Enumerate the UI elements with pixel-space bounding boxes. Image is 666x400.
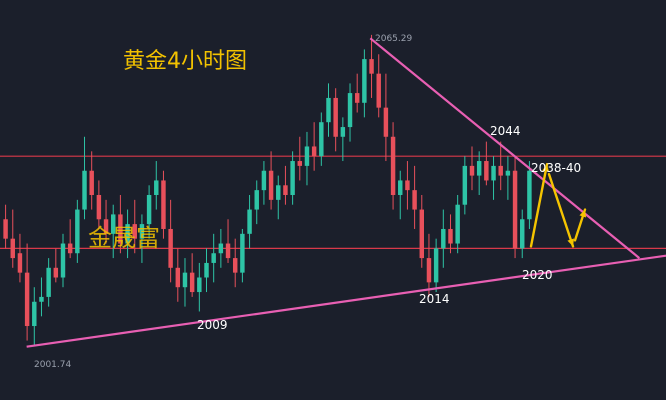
candle-body [118,214,123,244]
candle-body [232,258,238,273]
candle-body [110,214,116,234]
candle-body [125,224,130,244]
candle-body [390,136,396,195]
projection-arrows [529,162,587,248]
candle-body [46,267,51,297]
candle-body [433,248,439,283]
candle-body [448,228,453,244]
candles [3,34,532,346]
candle-body [254,190,259,210]
candle-body [60,243,66,278]
candle-body [218,243,224,254]
candle-body [240,233,245,273]
candle-body [268,170,274,200]
candle-body [311,146,317,157]
chart-title: 黄金4小时图 [123,49,247,74]
candle-body [32,301,37,327]
candle-body [441,228,446,249]
candle-body [75,209,80,254]
arrow-shaft-up [529,162,549,248]
high-price-label: 2065.29 [375,34,412,44]
candle-body [398,180,403,195]
candle-body [24,272,30,327]
candle-body [412,190,417,210]
candle-body [498,165,503,176]
candle-body [347,93,353,128]
candle-body [512,170,518,249]
candle-body [354,93,360,103]
candle-body [326,97,331,123]
candle-body [383,107,389,137]
horizontal-levels [0,155,666,249]
candle-body [419,209,425,259]
arrow-head-down [567,238,575,247]
candle-body [405,180,410,191]
label-2009: 2009 [197,318,228,332]
candle-body [17,253,23,273]
candle-body [261,170,267,191]
candle-body [132,224,137,239]
candle-body [211,253,216,263]
candle-body [304,146,310,166]
label-2038-40: 2038-40 [531,161,581,175]
candle-body [247,209,252,234]
candle-body [3,219,8,239]
candle-body [103,219,109,234]
label-2020: 2020 [522,268,553,282]
candle-body [505,170,511,176]
candle-body [189,272,195,293]
candle-body [426,258,432,283]
candle-body [297,161,303,166]
candle-body [225,243,231,259]
candle-body [340,127,346,137]
candle-body [290,161,295,195]
candle-body [82,170,87,210]
candle-body [276,185,281,200]
candle-body [67,243,73,254]
candle-body [39,296,44,302]
candle-body [362,59,367,103]
candle-body [175,267,181,288]
candle-body [89,170,94,195]
candle-body [469,165,475,176]
candle-body [491,165,496,181]
arrow-head-up [579,209,587,218]
candle-body [182,272,188,288]
candle-body [96,195,102,220]
candle-body [520,219,525,249]
arrow-shaft-down [547,172,575,248]
trendlines [26,37,666,348]
low-price-label: 2001.74 [34,360,71,370]
label-2014: 2014 [419,292,450,306]
candle-body [10,238,15,259]
candle-body [319,122,324,157]
candle-body [197,277,202,293]
candle-body [369,59,374,74]
candle-body [455,204,460,244]
candle-body [527,170,532,220]
candle-body [376,73,381,108]
arrow-head-up [542,164,550,172]
candle-body [161,180,166,229]
candle-body [333,97,338,137]
candle-body [168,228,173,268]
candle-body [139,224,145,239]
candle-body [283,185,288,195]
candle-body [154,180,159,195]
candle-body [204,262,209,278]
watermark: 金晟富 [88,224,160,252]
trendline-descending-resistance [369,37,641,259]
candle-body [476,161,482,176]
trendline-ascending-support [26,254,666,348]
candle-body [53,267,59,278]
candle-body [462,165,468,205]
candle-body [146,195,152,225]
candle-body [484,161,489,181]
label-2044: 2044 [490,124,521,138]
